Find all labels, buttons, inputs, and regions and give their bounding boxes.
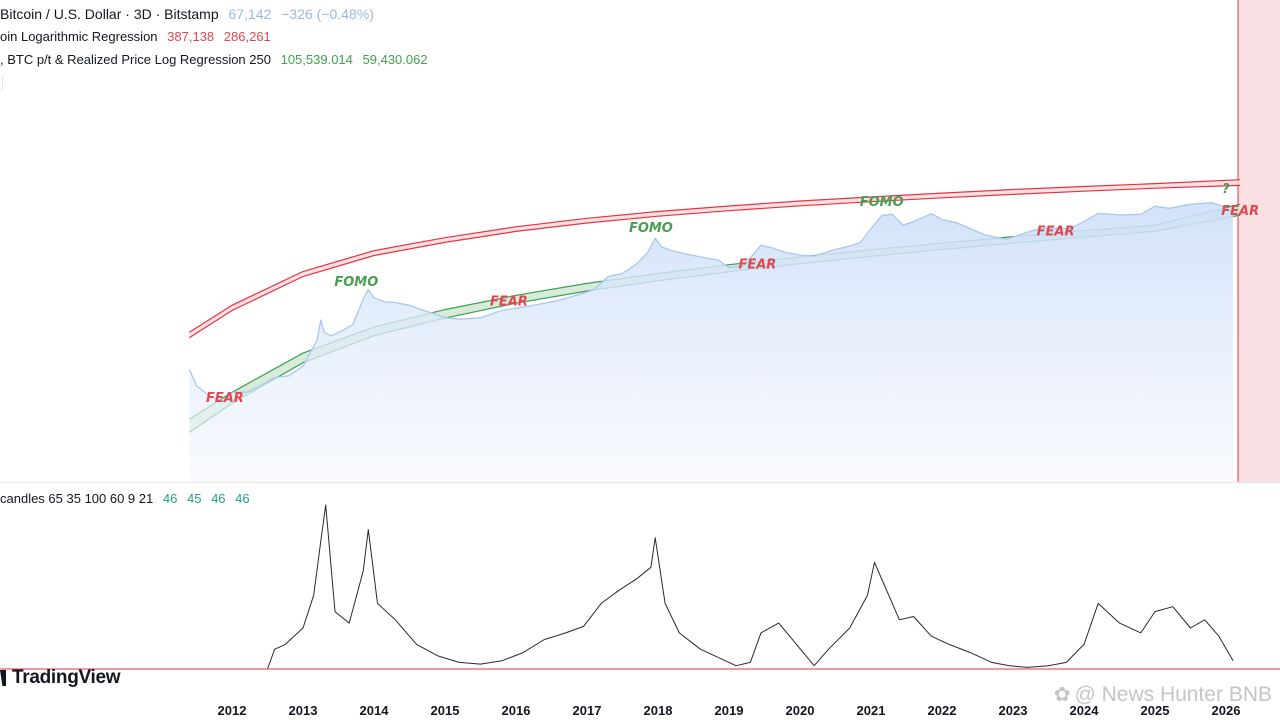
regression-value-1: 387,138	[167, 29, 215, 44]
x-tick-2024: 2024	[1070, 703, 1100, 718]
x-tick-2015: 2015	[431, 703, 460, 718]
ratio-value-1: 105,539.014	[280, 52, 353, 67]
x-tick-2014: 2014	[360, 703, 390, 718]
x-tick-2016: 2016	[502, 703, 531, 718]
annotation-fomo-3: FOMO	[629, 221, 673, 236]
x-tick-2013: 2013	[289, 703, 318, 718]
x-tick-2012: 2012	[218, 703, 247, 718]
price-area	[189, 202, 1234, 482]
annotation-fear-8: FEAR	[1221, 204, 1259, 219]
legend-collapse-handle[interactable]	[0, 76, 3, 90]
legend-symbol[interactable]: Bitcoin / U.S. Dollar · 3D · Bitstamp 67…	[0, 6, 374, 22]
symbol-price: 67,142	[228, 6, 272, 22]
upper-band-upper-line	[189, 179, 1241, 333]
x-tick-2017: 2017	[573, 703, 602, 718]
regression-title: oin Logarithmic Regression	[0, 29, 158, 44]
x-tick-2018: 2018	[644, 703, 673, 718]
x-tick-2020: 2020	[786, 703, 815, 718]
pane-separator[interactable]	[0, 482, 1280, 483]
x-tick-2022: 2022	[928, 703, 957, 718]
annotation-fear-0: FEAR	[206, 391, 244, 406]
price-line	[188, 201, 1234, 403]
x-tick-2025: 2025	[1141, 703, 1170, 718]
ratio-title: , BTC p/t & Realized Price Log Regressio…	[0, 52, 271, 67]
oscillator-value-2: 45	[186, 491, 202, 506]
annotation-fear-4: FEAR	[738, 258, 776, 273]
x-tick-2023: 2023	[999, 703, 1028, 718]
tradingview-logo-text: TradingView	[12, 667, 121, 688]
annotation-fear-6: FEAR	[1037, 225, 1075, 240]
flower-icon: ✿	[1053, 684, 1071, 706]
current-period-highlight	[1238, 0, 1280, 482]
oscillator-value-1: 46	[162, 491, 178, 506]
symbol-title: Bitcoin / U.S. Dollar · 3D · Bitstamp	[0, 6, 219, 22]
upper-band-lower-line	[189, 184, 1241, 339]
annotation-fomo-5: FOMO	[860, 195, 904, 210]
x-tick-2026: 2026	[1212, 703, 1241, 718]
watermark-text: @ News Hunter BNB	[1074, 682, 1272, 706]
annotation-fomo-7: ?	[1222, 182, 1230, 197]
annotation-fomo-1: FOMO	[334, 275, 378, 290]
oscillator-title: candles 65 35 100 60 9 21	[0, 491, 154, 506]
watermark: ✿ @ News Hunter BNB	[1054, 682, 1272, 707]
oscillator-line	[267, 504, 1234, 670]
x-tick-2021: 2021	[857, 703, 886, 718]
legend-ratio-regression[interactable]: , BTC p/t & Realized Price Log Regressio…	[0, 52, 428, 68]
x-tick-2019: 2019	[715, 703, 744, 718]
oscillator-value-3: 46	[211, 491, 226, 506]
tradingview-logo[interactable]: TradingView	[0, 667, 121, 689]
oscillator-value-4: 46	[235, 491, 250, 506]
tradingview-logo-icon	[0, 670, 6, 686]
ratio-value-2: 59,430.062	[362, 52, 428, 67]
legend-oscillator[interactable]: candles 65 35 100 60 9 21 46 45 46 46	[0, 491, 250, 507]
regression-value-2: 286,261	[223, 29, 271, 44]
symbol-change: −326 (−0.48%)	[281, 6, 374, 22]
annotation-fear-2: FEAR	[490, 294, 528, 309]
legend-regression[interactable]: oin Logarithmic Regression 387,138 286,2…	[0, 29, 271, 45]
